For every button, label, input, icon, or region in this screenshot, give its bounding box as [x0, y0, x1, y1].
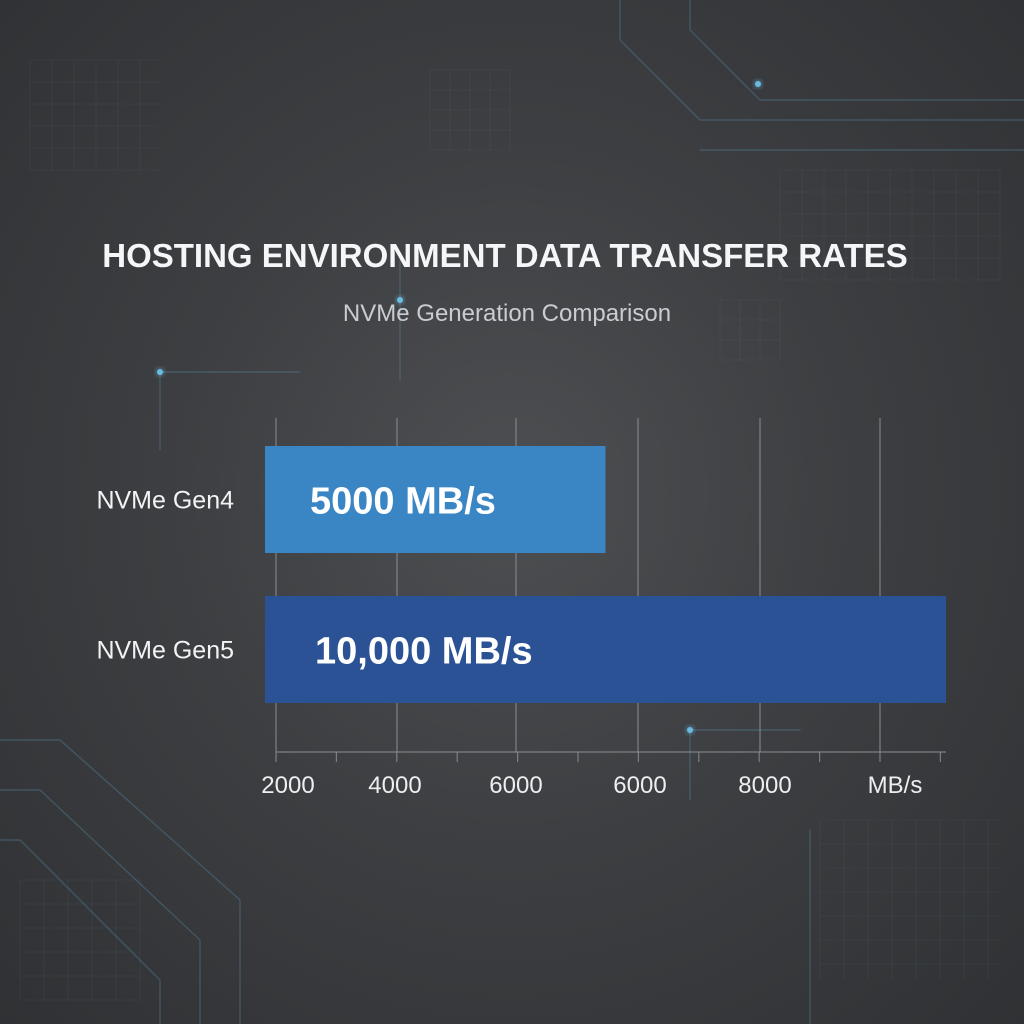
circuit-trace — [619, 0, 1024, 121]
circuit-node — [755, 81, 761, 87]
circuit-node — [687, 727, 693, 733]
x-axis: 2000 4000 6000 6000 8000 MB/s — [261, 751, 946, 799]
x-tick-label: 4000 — [368, 772, 421, 799]
x-unit-label: MB/s — [868, 772, 923, 799]
bar-data-label: 5000 MB/s — [310, 481, 496, 523]
circuit-trace — [0, 789, 201, 1024]
circuit-node — [157, 369, 163, 375]
circuit-trace — [689, 0, 1024, 101]
x-tick-label: 6000 — [489, 772, 542, 799]
bar-data-label: 10,000 MB/s — [315, 631, 533, 673]
circuit-trace — [0, 839, 161, 1024]
bars: 5000 MB/s 10,000 MB/s — [265, 446, 946, 703]
circuit-node — [397, 297, 403, 303]
x-tick-label: 2000 — [261, 772, 314, 799]
x-tick-label: 6000 — [613, 772, 666, 799]
category-label: NVMe Gen5 — [96, 637, 234, 665]
circuit-trace — [0, 739, 241, 1024]
category-label: NVMe Gen4 — [96, 487, 234, 515]
category-labels: NVMe Gen4 NVMe Gen5 — [96, 487, 234, 665]
bar-gen4 — [265, 446, 606, 553]
chart-subtitle: NVMe Generation Comparison — [343, 300, 671, 327]
x-tick-label: 8000 — [738, 772, 791, 799]
chart-title: HOSTING ENVIRONMENT DATA TRANSFER RATES — [102, 237, 907, 274]
bar-gen5 — [265, 596, 946, 703]
